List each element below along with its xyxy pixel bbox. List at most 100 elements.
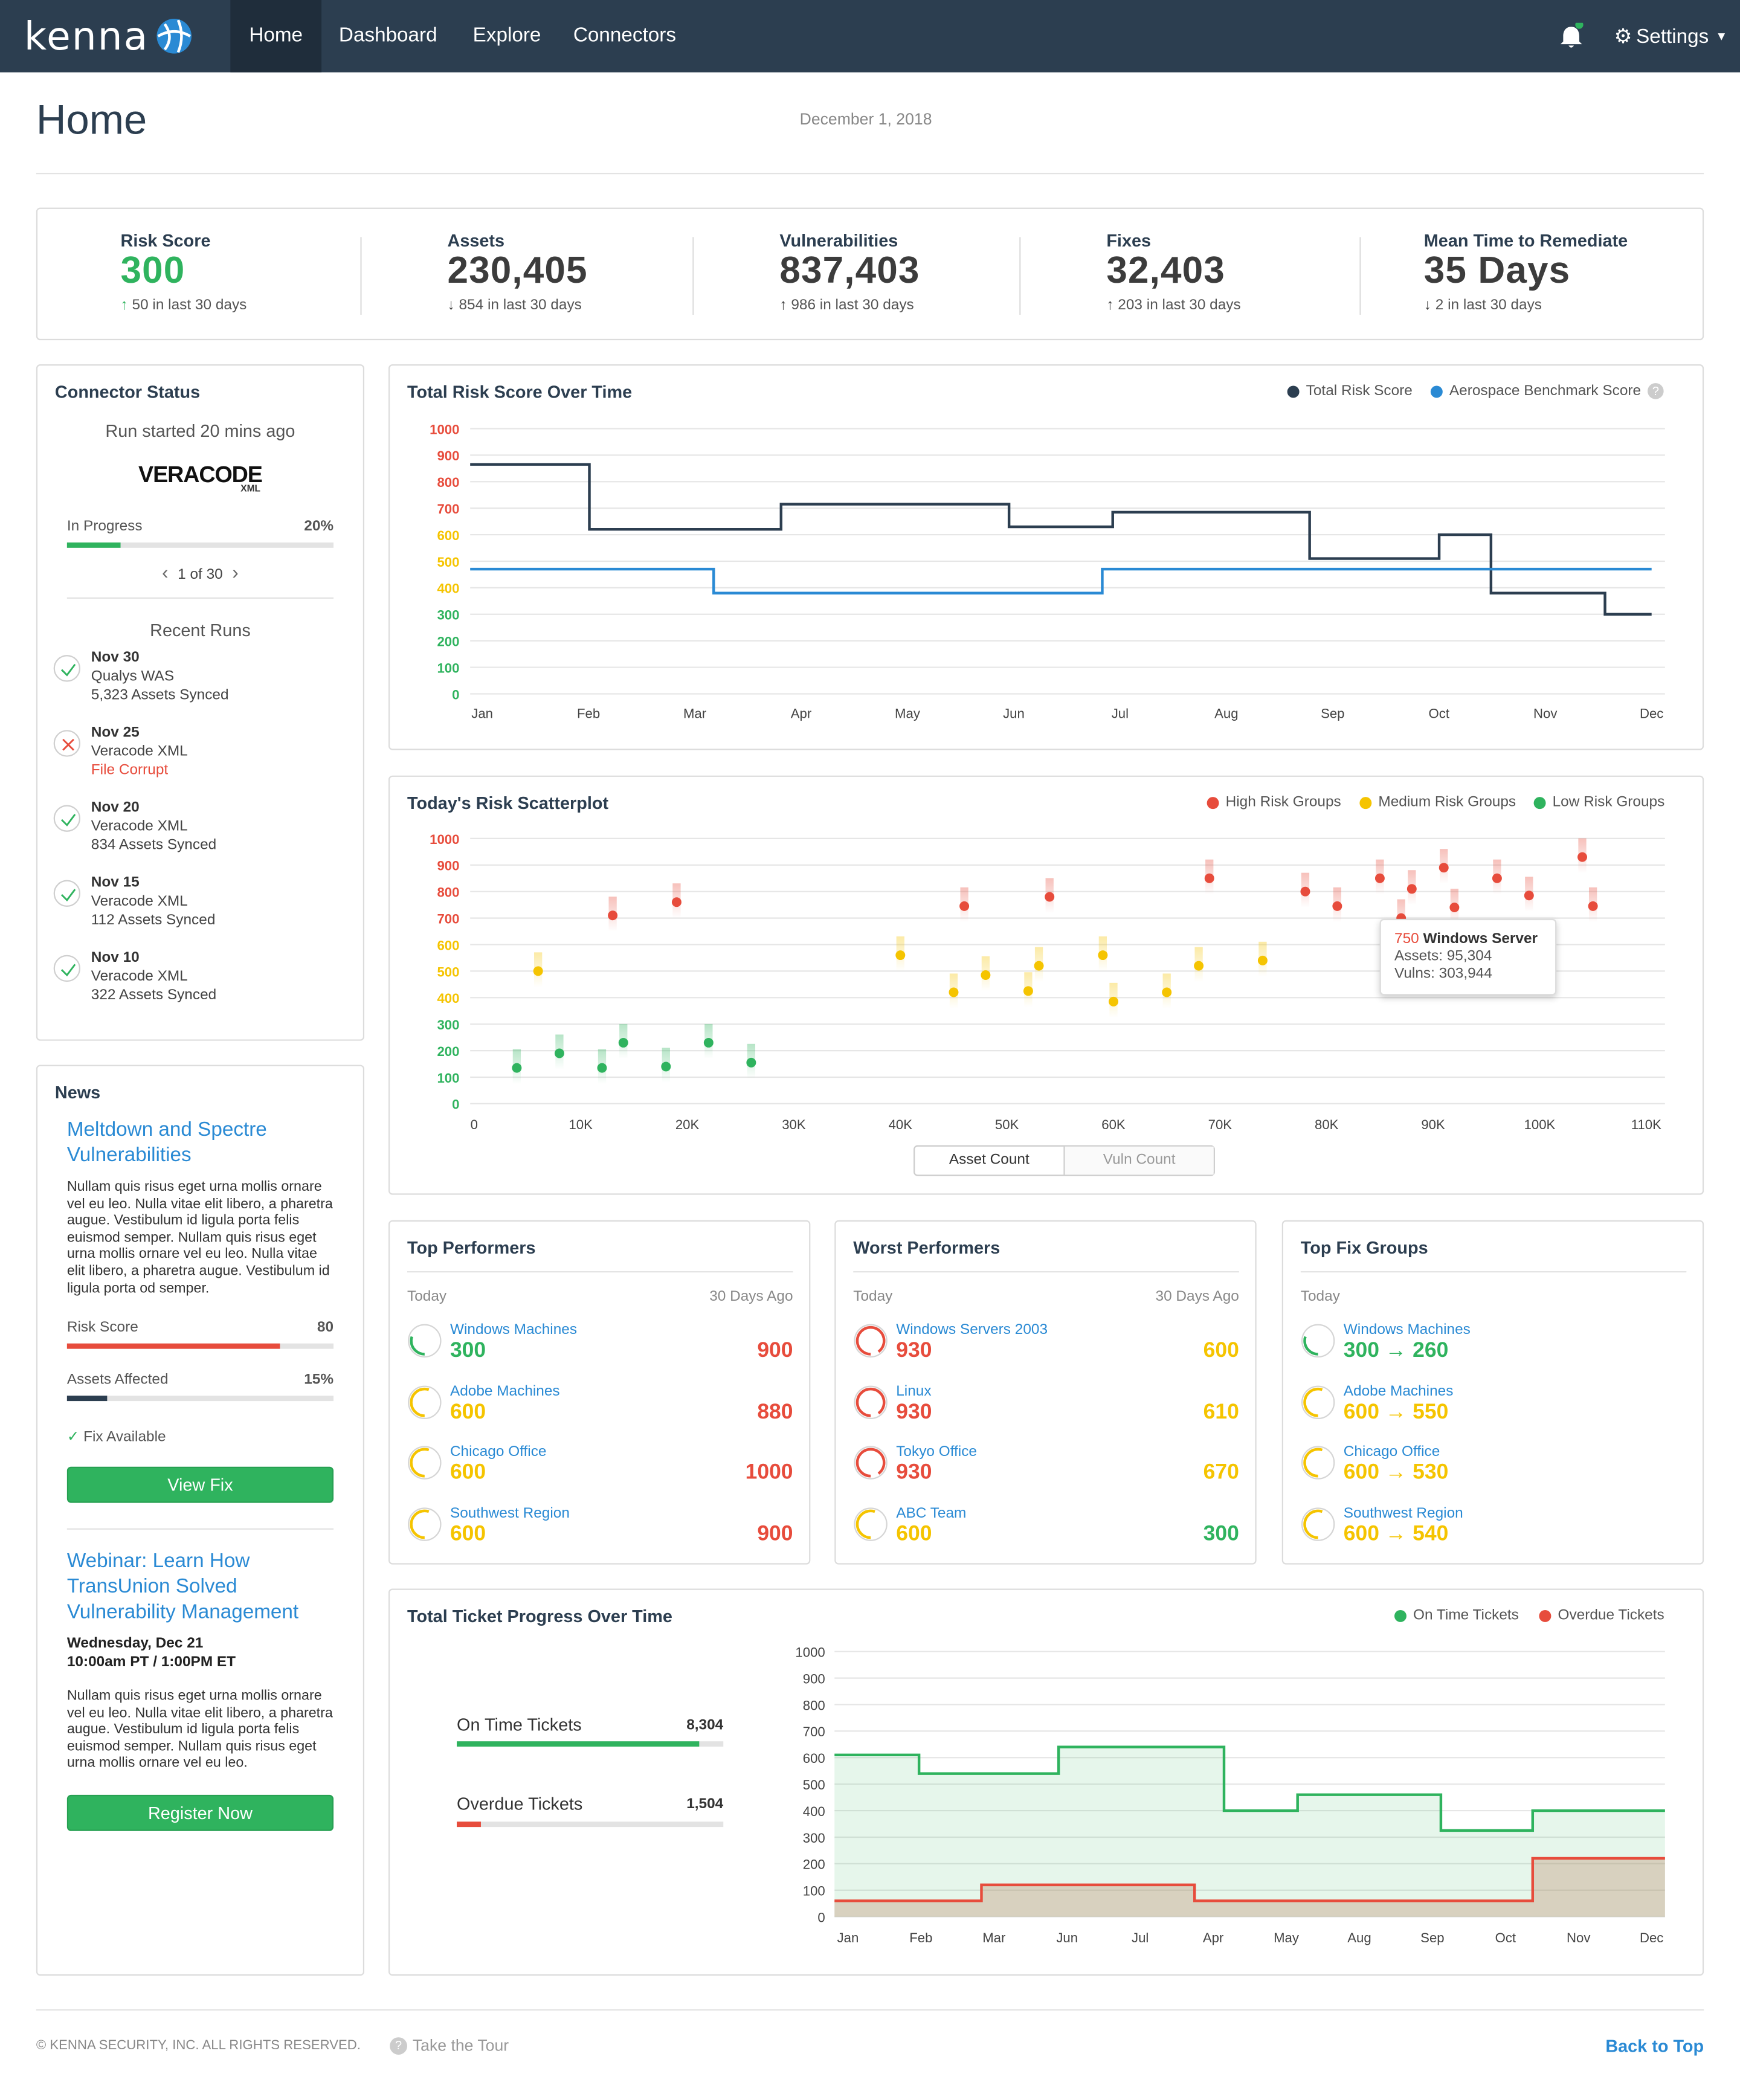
scatter-point[interactable] bbox=[1524, 891, 1534, 901]
y-tick-label: 100 bbox=[803, 1884, 825, 1899]
caret-down-icon: ▼ bbox=[1715, 29, 1728, 43]
legend-high: High Risk Groups bbox=[1207, 794, 1341, 810]
vuln-count-toggle[interactable]: Vuln Count bbox=[1065, 1146, 1214, 1175]
y-tick-label: 200 bbox=[803, 1857, 825, 1872]
score-ring-icon bbox=[1301, 1506, 1336, 1541]
legend-dot-ontime bbox=[1394, 1609, 1406, 1622]
scatter-point[interactable] bbox=[661, 1061, 671, 1072]
webinar-time: 10:00am PT / 1:00PM ET bbox=[66, 1654, 236, 1670]
perf-item-name[interactable]: Adobe Machines bbox=[1343, 1383, 1454, 1399]
notification-bell-icon[interactable] bbox=[1556, 21, 1586, 53]
scatter-point[interactable] bbox=[1492, 873, 1502, 883]
check-icon: ✓ bbox=[66, 1429, 80, 1446]
scatter-point[interactable] bbox=[1045, 892, 1055, 902]
x-tick-label: Sep bbox=[1420, 1930, 1444, 1945]
scatter-point[interactable] bbox=[703, 1037, 714, 1048]
perf-item-name[interactable]: Chicago Office bbox=[450, 1444, 547, 1460]
progress-percent: 20% bbox=[304, 518, 334, 535]
scatter-point[interactable] bbox=[1257, 955, 1268, 965]
scatter-point[interactable] bbox=[1204, 873, 1214, 883]
scatter-point[interactable] bbox=[1034, 961, 1044, 971]
perf-item-today: 600 bbox=[450, 1461, 486, 1484]
x-tick-label: May bbox=[895, 706, 921, 721]
score-ring-icon bbox=[407, 1445, 442, 1480]
scatter-point[interactable] bbox=[1332, 901, 1342, 911]
perf-item-today: 600 → 540 bbox=[1343, 1522, 1449, 1545]
check-icon bbox=[53, 955, 81, 982]
scatter-point[interactable] bbox=[1406, 884, 1417, 894]
nav-dashboard[interactable]: Dashboard bbox=[338, 24, 437, 47]
x-tick-label: Nov bbox=[1533, 706, 1557, 721]
ticket-progress-chart: 0 100 200 300 400 500 600 700 800 900 1000 Jan Feb Ma… bbox=[795, 1645, 1665, 1945]
perf-item-name[interactable]: Adobe Machines bbox=[450, 1383, 560, 1399]
scatter-point[interactable] bbox=[1577, 852, 1587, 862]
asset-count-toggle[interactable]: Asset Count bbox=[915, 1146, 1065, 1175]
scatter-point[interactable] bbox=[1098, 950, 1108, 961]
scatter-point[interactable] bbox=[1588, 901, 1598, 911]
take-tour-link[interactable]: ? Take the Tour bbox=[390, 2036, 509, 2055]
nav-connectors[interactable]: Connectors bbox=[573, 24, 677, 47]
x-tick-label: Sep bbox=[1321, 706, 1344, 721]
view-fix-button[interactable]: View Fix bbox=[66, 1466, 334, 1503]
perf-item-name[interactable]: Southwest Region bbox=[450, 1504, 570, 1521]
legend-total-label: Total Risk Score bbox=[1306, 383, 1413, 399]
scatter-point[interactable] bbox=[895, 950, 906, 961]
perf-item-name[interactable]: Chicago Office bbox=[1343, 1444, 1440, 1460]
assets-affected-label: Assets Affected bbox=[66, 1371, 169, 1388]
perf-item-name[interactable]: ABC Team bbox=[896, 1504, 967, 1521]
scatterplot-title: Today's Risk Scatterplot bbox=[407, 793, 609, 813]
scatter-point[interactable] bbox=[746, 1057, 756, 1068]
scatter-point[interactable] bbox=[1439, 863, 1449, 873]
score-ring-icon bbox=[853, 1506, 888, 1541]
scatter-point[interactable] bbox=[981, 970, 991, 980]
scatter-point[interactable] bbox=[618, 1037, 628, 1048]
scatter-point[interactable] bbox=[949, 987, 959, 997]
perf-item-ago: 600 bbox=[1203, 1339, 1239, 1362]
settings-menu[interactable]: ⚙ Settings ▼ bbox=[1614, 0, 1728, 72]
run-date: Nov 20 bbox=[91, 799, 140, 816]
perf-item-name[interactable]: Windows Machines bbox=[1343, 1322, 1471, 1338]
perf-item-name[interactable]: Windows Servers 2003 bbox=[896, 1322, 1048, 1338]
scatter-point[interactable] bbox=[533, 966, 543, 976]
scatter-point[interactable] bbox=[1449, 903, 1460, 913]
legend-total-risk: Total Risk Score bbox=[1287, 383, 1413, 399]
scatter-point[interactable] bbox=[1194, 961, 1204, 971]
scatter-point[interactable] bbox=[1374, 873, 1385, 883]
perf-item-name[interactable]: Linux bbox=[896, 1383, 932, 1399]
webinar-title-link[interactable]: Webinar: Learn How TransUnion Solved Vul… bbox=[66, 1550, 299, 1624]
kenna-logo[interactable]: kenna bbox=[24, 13, 195, 59]
register-now-button[interactable]: Register Now bbox=[66, 1794, 334, 1831]
nav-explore[interactable]: Explore bbox=[472, 24, 541, 47]
perf-item-name[interactable]: Tokyo Office bbox=[896, 1444, 977, 1460]
chevron-left-icon[interactable]: ‹ bbox=[162, 561, 169, 583]
x-tick-label: Apr bbox=[1203, 1930, 1224, 1945]
scatter-point[interactable] bbox=[1300, 886, 1310, 897]
scatter-point[interactable] bbox=[608, 910, 618, 921]
scatter-point[interactable] bbox=[959, 901, 970, 911]
back-to-top-link[interactable]: Back to Top bbox=[1605, 2035, 1704, 2057]
news-title: News bbox=[54, 1082, 101, 1103]
x-tick-label: 40K bbox=[889, 1117, 913, 1132]
run-date: Nov 25 bbox=[91, 724, 140, 741]
perf-item-name[interactable]: Windows Machines bbox=[450, 1322, 578, 1338]
stat-sub-label-1: 854 in last 30 days bbox=[459, 297, 582, 314]
chevron-right-icon[interactable]: › bbox=[232, 561, 239, 583]
perf-item-name[interactable]: Southwest Region bbox=[1343, 1504, 1463, 1521]
scatter-point[interactable] bbox=[554, 1048, 564, 1058]
scatter-point[interactable] bbox=[1109, 996, 1118, 1007]
arrow-down-icon: ↓ bbox=[1423, 297, 1431, 314]
x-tick-label: Oct bbox=[1495, 1930, 1516, 1945]
scatter-point[interactable] bbox=[512, 1063, 522, 1073]
perf-panel-0: Top Performers Today 30 Days Ago Windows Ma… bbox=[388, 1220, 811, 1565]
scatter-point[interactable] bbox=[1023, 986, 1033, 996]
help-icon[interactable]: ? bbox=[1648, 383, 1664, 399]
scatter-point[interactable] bbox=[597, 1063, 607, 1073]
y-tick-label: 800 bbox=[437, 475, 459, 490]
perf-item-today: 600 bbox=[896, 1522, 932, 1545]
article-title-link[interactable]: Meltdown and Spectre Vulnerabilities bbox=[66, 1118, 267, 1167]
count-toggle: Asset Count Vuln Count bbox=[914, 1145, 1215, 1176]
perf-item-ago: 610 bbox=[1203, 1400, 1239, 1423]
nav-home[interactable]: Home bbox=[230, 0, 322, 72]
scatter-point[interactable] bbox=[671, 897, 682, 907]
scatter-point[interactable] bbox=[1162, 987, 1172, 997]
